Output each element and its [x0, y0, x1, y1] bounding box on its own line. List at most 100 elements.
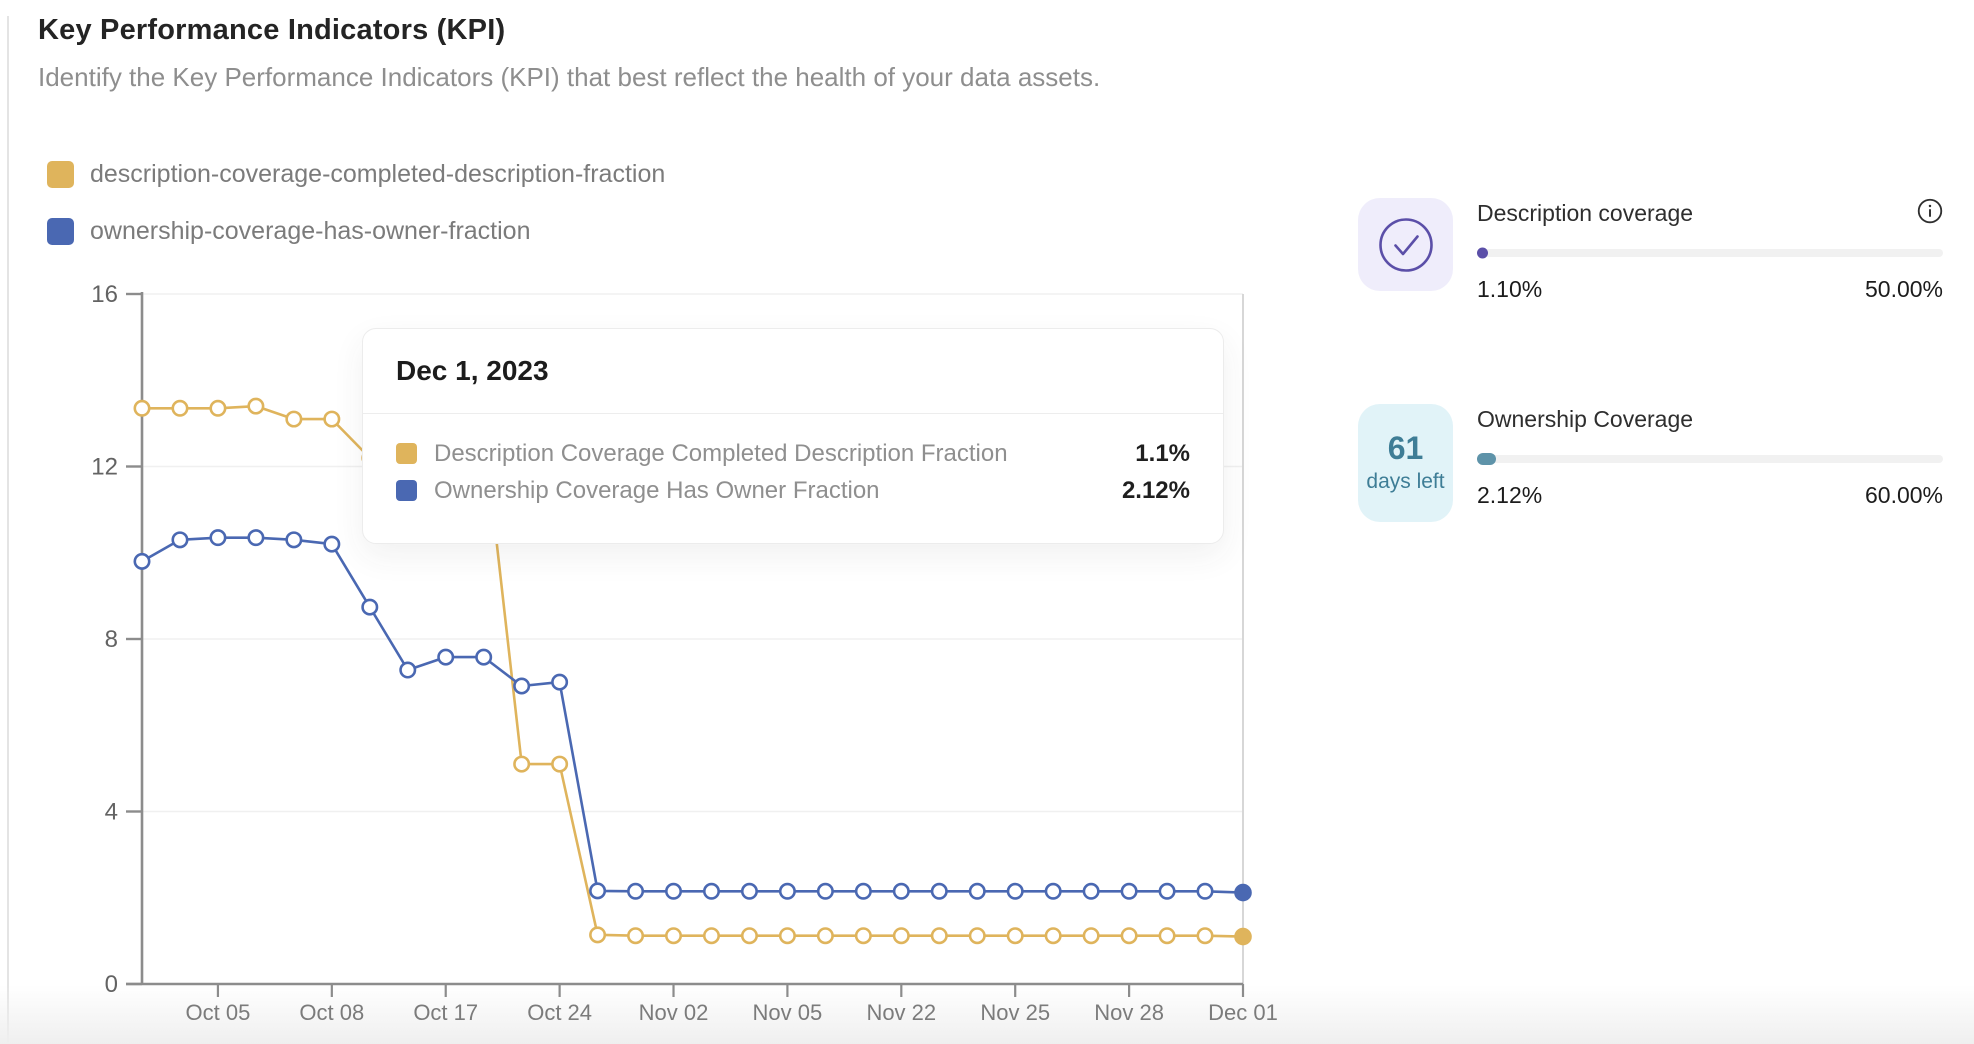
data-point[interactable] [1234, 927, 1252, 946]
tooltip-date: Dec 1, 2023 [363, 329, 1223, 414]
data-point[interactable] [968, 882, 986, 900]
data-point[interactable] [437, 648, 455, 666]
data-point[interactable] [247, 397, 265, 415]
tooltip-value-description: 1.1% [1135, 439, 1190, 467]
data-point[interactable] [133, 399, 151, 417]
data-point[interactable] [589, 882, 607, 900]
data-point[interactable] [702, 882, 720, 900]
data-point[interactable] [1006, 882, 1024, 900]
x-tick-label: Nov 28 [1094, 1000, 1164, 1025]
x-tick-label: Nov 02 [639, 1000, 709, 1025]
kpi-current-value-ownership: 2.12% [1477, 482, 1543, 508]
series-line-1 [141, 536, 1244, 894]
legend-label-description: description-coverage-completed-descripti… [90, 160, 666, 188]
data-point[interactable] [778, 927, 796, 945]
data-point[interactable] [209, 399, 227, 417]
data-point[interactable] [475, 648, 493, 666]
kpi-card-title-description: Description coverage [1477, 200, 1694, 226]
kpi-card-title-ownership: Ownership Coverage [1477, 406, 1694, 432]
data-point[interactable] [1196, 927, 1214, 945]
tooltip-row-description: Description Coverage Completed Descripti… [396, 435, 1190, 472]
data-point[interactable] [1196, 882, 1214, 900]
data-point[interactable] [627, 927, 645, 945]
chart-legend: description-coverage-completed-descripti… [47, 160, 665, 274]
check-circle-icon [1377, 216, 1435, 274]
data-point[interactable] [323, 535, 341, 553]
tooltip-label-description: Description Coverage Completed Descripti… [434, 439, 1008, 467]
data-point[interactable] [778, 882, 796, 900]
data-point[interactable] [551, 673, 569, 691]
page-subtitle: Identify the Key Performance Indicators … [38, 62, 1101, 92]
data-point[interactable] [399, 661, 417, 679]
legend-item-description-coverage[interactable]: description-coverage-completed-descripti… [47, 160, 665, 189]
kpi-current-value-description: 1.10% [1477, 276, 1543, 302]
data-point[interactable] [1082, 927, 1100, 945]
data-point[interactable] [816, 882, 834, 900]
data-point[interactable] [854, 927, 872, 945]
data-point[interactable] [1082, 882, 1100, 900]
data-point[interactable] [285, 531, 303, 549]
data-point[interactable] [513, 677, 531, 695]
days-left-label: days left [1366, 469, 1445, 493]
data-point[interactable] [171, 531, 189, 549]
data-point[interactable] [1234, 883, 1252, 902]
data-point[interactable] [816, 927, 834, 945]
data-point[interactable] [513, 755, 531, 773]
x-tick-label: Nov 22 [866, 1000, 936, 1025]
days-left-badge: 61 days left [1358, 404, 1453, 522]
x-tick-label: Oct 08 [299, 1000, 364, 1025]
data-point[interactable] [1120, 927, 1138, 945]
tooltip-row-ownership: Ownership Coverage Has Owner Fraction 2.… [396, 472, 1190, 509]
y-tick-label: 8 [105, 626, 118, 653]
x-tick-label: Oct 05 [186, 1000, 251, 1025]
legend-label-ownership: ownership-coverage-has-owner-fraction [90, 217, 531, 245]
y-tick-label: 16 [91, 281, 118, 308]
data-point[interactable] [1044, 882, 1062, 900]
info-icon[interactable] [1917, 198, 1943, 224]
data-point[interactable] [209, 529, 227, 547]
data-point[interactable] [627, 882, 645, 900]
data-point[interactable] [892, 927, 910, 945]
data-point[interactable] [665, 882, 683, 900]
x-tick-label: Nov 05 [753, 1000, 823, 1025]
data-point[interactable] [968, 927, 986, 945]
data-point[interactable] [1158, 927, 1176, 945]
bottom-gradient [0, 985, 1974, 1044]
data-point[interactable] [551, 755, 569, 773]
data-point[interactable] [930, 882, 948, 900]
progress-indicator-description [1477, 247, 1488, 259]
tooltip-swatch-description [396, 443, 417, 464]
legend-item-ownership-coverage[interactable]: ownership-coverage-has-owner-fraction [47, 217, 665, 246]
tooltip-value-ownership: 2.12% [1121, 476, 1190, 504]
data-point[interactable] [1158, 882, 1176, 900]
data-point[interactable] [323, 410, 341, 428]
data-point[interactable] [740, 882, 758, 900]
data-point[interactable] [1044, 927, 1062, 945]
data-point[interactable] [285, 410, 303, 428]
kpi-target-value-description: 50.00% [1864, 276, 1943, 302]
panel-left-border [7, 16, 9, 1044]
data-point[interactable] [702, 927, 720, 945]
data-point[interactable] [361, 598, 379, 616]
x-tick-label: Oct 17 [413, 1000, 478, 1025]
days-left-value: 61 [1387, 430, 1424, 467]
page-title: Key Performance Indicators (KPI) [38, 14, 506, 46]
data-point[interactable] [1006, 927, 1024, 945]
data-point[interactable] [665, 927, 683, 945]
data-point[interactable] [930, 927, 948, 945]
progress-track-description [1477, 247, 1943, 259]
kpi-target-value-ownership: 60.00% [1864, 482, 1943, 508]
data-point[interactable] [247, 529, 265, 547]
data-point[interactable] [740, 927, 758, 945]
data-point[interactable] [892, 882, 910, 900]
data-point[interactable] [589, 926, 607, 944]
progress-indicator-ownership [1477, 453, 1496, 465]
y-tick-label: 12 [91, 454, 118, 481]
y-tick-label: 4 [105, 799, 118, 826]
x-tick-label: Dec 01 [1208, 1000, 1278, 1025]
data-point[interactable] [171, 399, 189, 417]
data-point[interactable] [1120, 882, 1138, 900]
data-point[interactable] [854, 882, 872, 900]
data-point[interactable] [133, 552, 151, 570]
